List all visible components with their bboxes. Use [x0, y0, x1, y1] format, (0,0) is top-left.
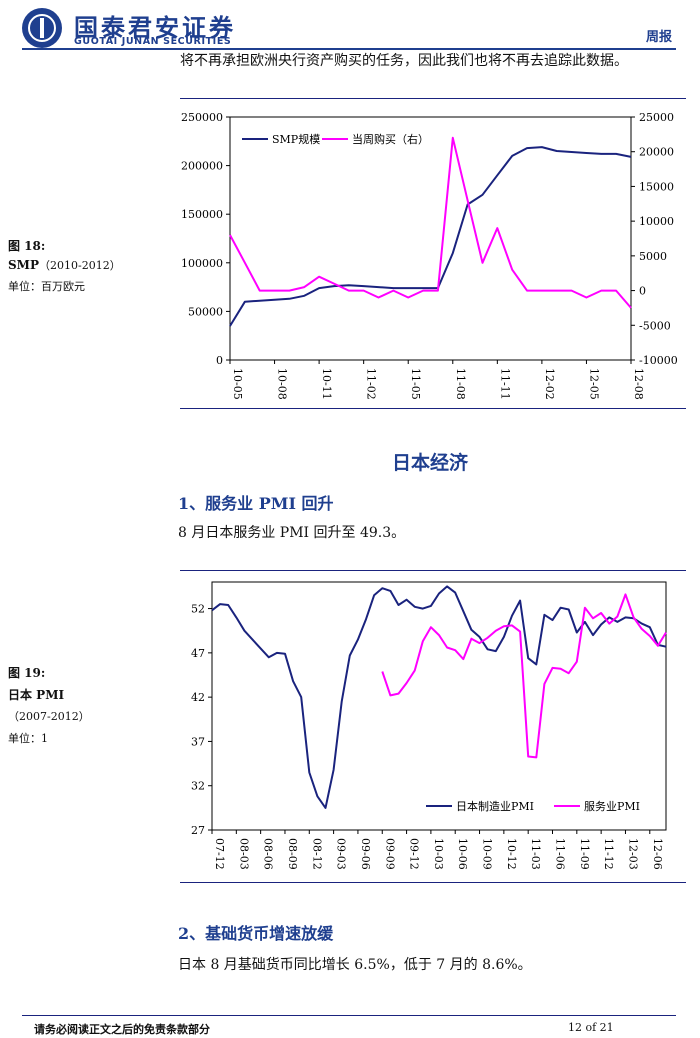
- x-tick-label: 09-12: [408, 838, 421, 870]
- figure18-title-text: SMP: [8, 258, 39, 272]
- x-tick-label: 12-05: [587, 368, 600, 400]
- figure18-title: SMP（2010-2012）: [8, 257, 121, 273]
- x-tick-label: 10-05: [231, 368, 244, 400]
- plot-frame: [211, 581, 667, 831]
- x-tick-label: 09-09: [383, 838, 396, 870]
- x-tick-label: 08-12: [310, 838, 323, 870]
- x-tick-label: 09-03: [335, 838, 348, 870]
- figure19-top-rule: [180, 570, 686, 571]
- y2-tick-label: 10000: [639, 215, 674, 228]
- subsection1-text: 8 月日本服务业 PMI 回升至 49.3。: [178, 525, 406, 541]
- subsection2-heading: 2、基础货币增速放缓: [178, 924, 334, 943]
- y2-tick-label: 5000: [639, 250, 667, 263]
- figure19-unit: 单位：1: [8, 732, 48, 745]
- x-tick-label: 12-03: [626, 838, 639, 870]
- y-tick-label: 150000: [181, 208, 223, 221]
- x-tick-label: 10-11: [320, 368, 333, 400]
- subsection2-text: 日本 8 月基础货币同比增长 6.5%，低于 7 月的 8.6%。: [178, 957, 532, 973]
- series-line-2: [381, 593, 667, 759]
- x-tick-label: 08-03: [237, 838, 250, 870]
- y-tick-label: 37: [191, 735, 205, 748]
- x-tick-label: 12-02: [543, 368, 556, 400]
- x-tick-label: 10-12: [505, 838, 518, 870]
- company-name-en: GUOTAI JUNAN SECURITIES: [74, 36, 232, 47]
- x-tick-label: 11-08: [454, 368, 467, 400]
- figure19-label: 图 19:: [8, 666, 46, 680]
- y-tick-label: 47: [191, 647, 205, 660]
- x-tick-label: 11-11: [498, 368, 511, 400]
- y-tick-label: 200000: [181, 160, 223, 173]
- figure19-bottom-rule: [180, 882, 686, 883]
- y2-tick-label: 0: [639, 285, 646, 298]
- figure18-bottom-rule: [180, 408, 686, 409]
- y2-tick-label: -10000: [639, 354, 678, 367]
- x-tick-label: 11-05: [409, 368, 422, 400]
- y-tick-label: 42: [191, 691, 205, 704]
- doc-type-label: 周报: [645, 30, 672, 45]
- y-tick-label: 100000: [181, 257, 223, 270]
- x-tick-label: 08-06: [262, 838, 275, 870]
- figure18-top-rule: [180, 98, 686, 99]
- y-tick-label: 0: [216, 354, 223, 367]
- x-tick-label: 10-06: [456, 838, 469, 870]
- figure19-period: （2007-2012）: [8, 710, 90, 723]
- subsection1-heading: 1、服务业 PMI 回升: [178, 494, 334, 513]
- intro-text: 将不再承担欧洲央行资产购买的任务，因此我们也将不再去追踪此数据。: [180, 53, 628, 69]
- y2-tick-label: 25000: [639, 111, 674, 124]
- x-tick-label: 11-02: [365, 368, 378, 400]
- y-tick-label: 32: [191, 780, 205, 793]
- figure18-period: （2010-2012）: [38, 259, 121, 272]
- section-title: 日本经济: [391, 452, 468, 474]
- legend-label: 当周购买（右）: [352, 132, 429, 146]
- y-tick-label: 27: [191, 824, 205, 837]
- y2-tick-label: 15000: [639, 180, 674, 193]
- y-tick-label: 250000: [181, 111, 223, 124]
- x-tick-label: 12-08: [632, 368, 645, 400]
- legend-label: 服务业PMI: [584, 800, 640, 813]
- x-tick-label: 11-09: [578, 838, 591, 870]
- x-tick-label: 10-08: [276, 368, 289, 400]
- legend-label: SMP规模: [272, 132, 320, 146]
- x-tick-label: 09-06: [359, 838, 372, 870]
- x-tick-label: 11-03: [529, 838, 542, 870]
- company-logo-icon: [22, 8, 62, 48]
- x-tick-label: 08-09: [286, 838, 299, 870]
- series-line-2: [229, 136, 632, 309]
- footer-divider: [22, 1015, 676, 1016]
- y2-tick-label: -5000: [639, 319, 671, 332]
- x-tick-label: 11-06: [554, 838, 567, 870]
- y2-tick-label: 20000: [639, 146, 674, 159]
- footer-disclaimer: 请务必阅读正文之后的免责条款部分: [34, 1023, 210, 1036]
- x-tick-label: 12-06: [651, 838, 664, 870]
- header-divider: [22, 48, 676, 50]
- y-tick-label: 52: [191, 603, 205, 616]
- footer-page-number: 12 of 21: [568, 1021, 614, 1034]
- series-line-1: [229, 146, 632, 327]
- figure19-title: 日本 PMI: [8, 688, 65, 702]
- figure18-unit: 单位：百万欧元: [8, 280, 85, 293]
- series-line-1: [211, 585, 667, 809]
- legend-label: 日本制造业PMI: [456, 799, 534, 813]
- company-name-cn: 国泰君安证券: [74, 14, 236, 42]
- x-tick-label: 10-09: [481, 838, 494, 870]
- plot-frame: [229, 116, 632, 361]
- y-tick-label: 50000: [188, 305, 223, 318]
- figure18-label: 图 18:: [8, 239, 46, 253]
- x-tick-label: 10-03: [432, 838, 445, 870]
- x-tick-label: 07-12: [213, 838, 226, 870]
- x-tick-label: 11-12: [602, 838, 615, 870]
